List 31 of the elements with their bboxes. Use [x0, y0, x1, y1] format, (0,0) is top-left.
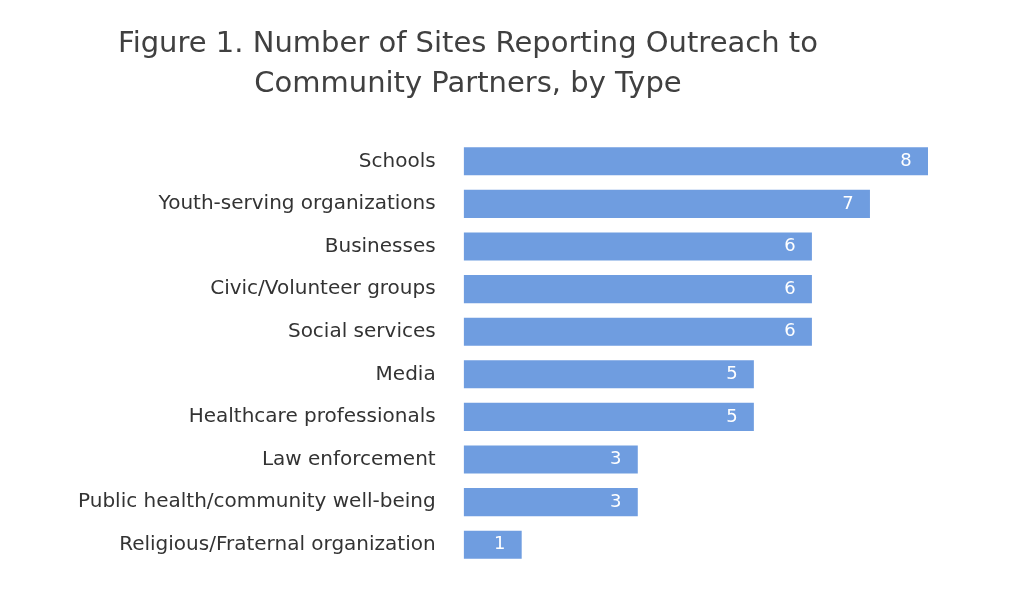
bar [463, 530, 522, 559]
y-tick-label: Healthcare professionals [188, 403, 436, 428]
y-tick-label: Schools [358, 147, 436, 172]
data-label: 6 [784, 234, 796, 256]
data-label: 6 [784, 276, 796, 298]
data-label: 1 [493, 532, 506, 554]
chart-title: Figure 1. Number of Sites Reporting Outreach to Community Partners, by Type [118, 24, 818, 101]
y-tick-label: Social services [287, 317, 436, 342]
bar [463, 360, 754, 389]
data-label: 7 [842, 191, 854, 213]
bar [463, 402, 754, 431]
y-tick-label: Religious/Fraternal organization [119, 530, 436, 555]
bar [463, 189, 870, 218]
y-tick-label: Law enforcement [261, 445, 436, 470]
bar [463, 445, 638, 474]
bar [463, 488, 638, 517]
y-tick-label: Public health/community well-being [78, 488, 436, 513]
y-tick-label: Civic/Volunteer groups [210, 275, 436, 300]
data-label: 3 [610, 447, 622, 469]
data-label: 8 [900, 148, 912, 170]
data-label: 6 [784, 319, 796, 341]
data-label: 5 [726, 361, 738, 383]
y-tick-label: Businesses [324, 232, 436, 257]
data-label: 5 [726, 404, 738, 426]
bar [463, 317, 812, 346]
y-tick-label: Youth-serving organizations [157, 190, 436, 215]
data-label: 3 [610, 489, 622, 511]
bar [463, 232, 812, 261]
y-tick-label: Media [375, 360, 436, 385]
bar [463, 275, 812, 304]
bar [463, 147, 928, 176]
